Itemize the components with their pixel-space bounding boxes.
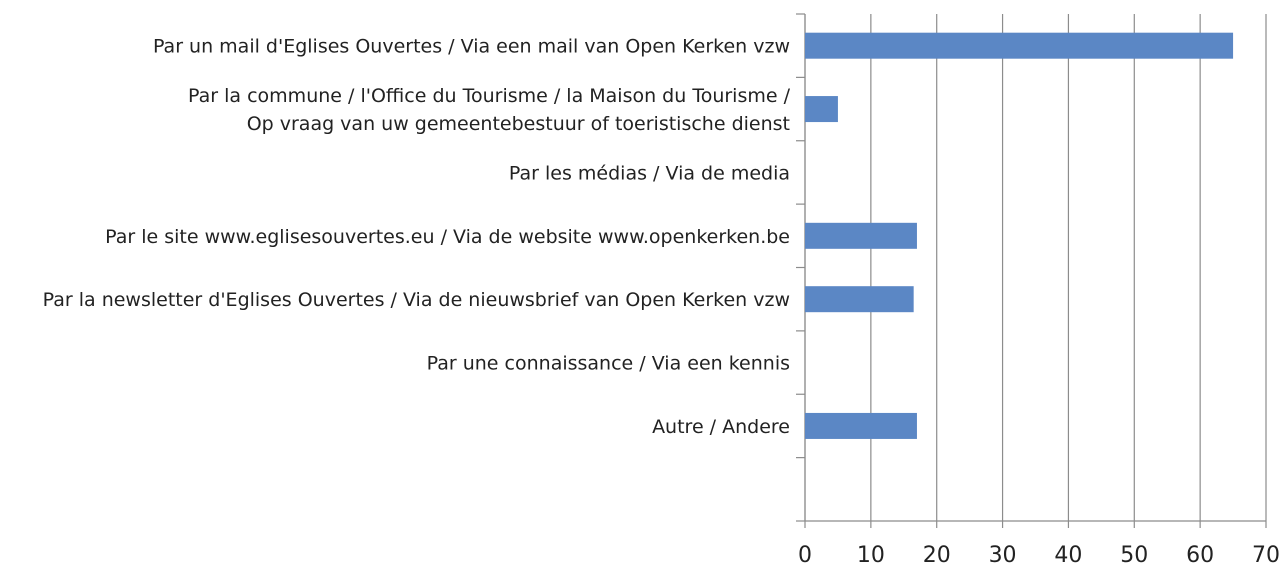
y-tick-label: Par la commune / l'Office du Tourisme / … — [188, 85, 791, 135]
y-tick-label-line: Par un mail d'Eglises Ouvertes / Via een… — [153, 36, 790, 58]
bar — [805, 222, 917, 249]
y-tick-label: Autre / Andere — [652, 416, 790, 438]
y-tick-label-line: Par la commune / l'Office du Tourisme / … — [188, 85, 791, 107]
x-tick-label: 60 — [1186, 543, 1214, 567]
y-tick-label-line: Par une connaissance / Via een kennis — [427, 353, 790, 375]
y-tick-label: Par un mail d'Eglises Ouvertes / Via een… — [153, 36, 790, 58]
x-tick-label: 20 — [923, 543, 951, 567]
x-tick-label: 70 — [1252, 543, 1280, 567]
x-tick-label: 40 — [1054, 543, 1082, 567]
bar — [805, 32, 1234, 59]
y-tick-label-line: Autre / Andere — [652, 416, 790, 438]
y-tick-label-line: Op vraag van uw gemeentebestuur of toeri… — [247, 113, 790, 135]
y-tick-label: Par une connaissance / Via een kennis — [427, 353, 790, 375]
x-tick-label: 0 — [798, 543, 812, 567]
x-tick-label: 30 — [989, 543, 1017, 567]
y-tick-label-line: Par le site www.eglisesouvertes.eu / Via… — [105, 226, 790, 248]
y-tick-label-line: Par la newsletter d'Eglises Ouvertes / V… — [43, 289, 790, 311]
bar — [805, 412, 917, 439]
y-tick-label: Par le site www.eglisesouvertes.eu / Via… — [105, 226, 790, 248]
x-tick-label: 10 — [857, 543, 885, 567]
x-tick-label: 50 — [1120, 543, 1148, 567]
y-tick-label-line: Par les médias / Via de media — [509, 162, 790, 184]
bar — [805, 286, 914, 313]
y-tick-label: Par les médias / Via de media — [509, 162, 790, 184]
y-tick-label: Par la newsletter d'Eglises Ouvertes / V… — [43, 289, 790, 311]
bar — [805, 96, 838, 123]
